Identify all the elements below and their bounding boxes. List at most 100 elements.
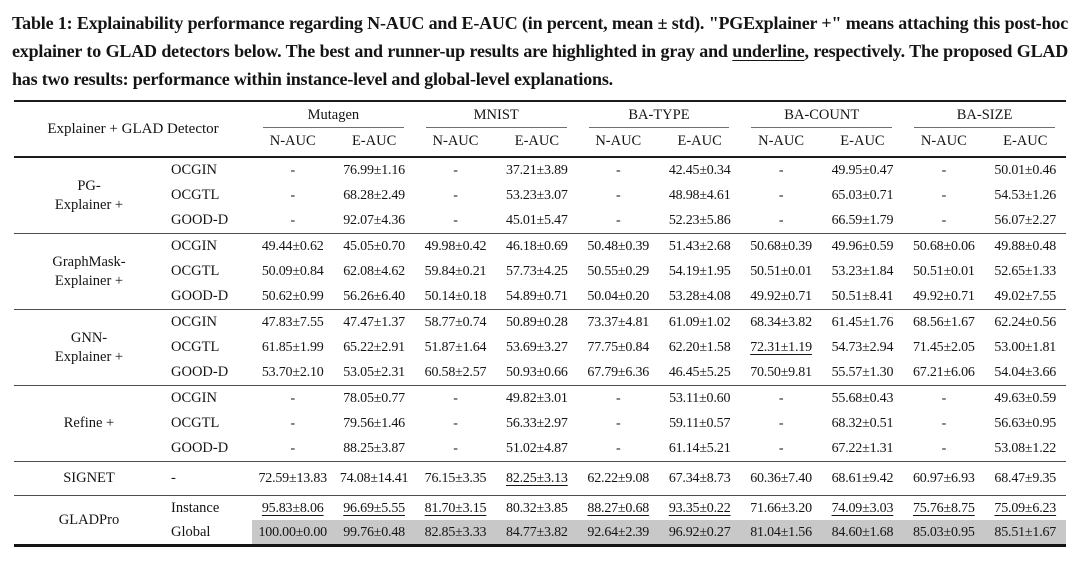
- detector-cell: Global: [171, 523, 211, 540]
- value-cell: 50.51±0.01: [912, 264, 975, 279]
- value-cell: 54.04±3.66: [994, 365, 1057, 380]
- table-caption: Table 1: Explainability performance rega…: [12, 9, 1068, 93]
- value-cell: 54.89±0.71: [506, 289, 568, 304]
- value-cell: 49.82±3.01: [496, 385, 578, 411]
- group-header-ba-size: BA-SIZE: [903, 101, 1066, 128]
- value-cell: -: [941, 416, 947, 431]
- value-cell: 67.34±8.73: [658, 461, 741, 496]
- value-cell: 54.19±1.95: [668, 264, 731, 279]
- value-cell: 78.05±0.77: [333, 385, 415, 411]
- value-cell: 51.43±2.68: [658, 233, 741, 259]
- value-cell: 49.88±0.48: [984, 233, 1066, 259]
- value-cell: 47.47±1.37: [333, 309, 415, 335]
- value-cell: 45.01±5.47: [506, 213, 568, 228]
- value-cell: 50.68±0.06: [903, 233, 985, 259]
- value-cell: 50.68±0.39: [740, 233, 822, 259]
- value-cell: 53.23±3.07: [506, 188, 568, 203]
- value-cell: -: [290, 188, 295, 203]
- value-cell: 61.14±5.21: [668, 441, 731, 456]
- detector-cell: GOOD-D: [171, 212, 229, 228]
- table-header: Explainer + GLAD Detector Mutagen MNIST BA-…: [14, 101, 1066, 158]
- value-cell: 50.48±0.39: [577, 233, 659, 259]
- explainer-cell: GNN- Explainer +: [14, 309, 164, 386]
- group-header-label: BA-TYPE: [588, 107, 730, 128]
- value-cell: 50.89±0.28: [496, 309, 578, 335]
- subcol-header-n-auc: N-AUC: [252, 128, 334, 158]
- value-cell: 60.58±2.57: [424, 365, 487, 380]
- value-cell: 48.98±4.61: [668, 188, 731, 203]
- results-table: Explainer + GLAD Detector Mutagen MNIST BA-…: [14, 100, 1066, 547]
- value-cell: 79.56±1.46: [343, 416, 405, 431]
- value-cell: 61.09±1.02: [658, 309, 741, 335]
- value-cell: 52.23±5.86: [668, 213, 731, 228]
- value-cell: 50.51±0.01: [750, 264, 812, 279]
- value-cell: 54.73±2.94: [831, 340, 894, 355]
- table-body: PG- Explainer + OCGIN -76.99±1.16-37.21±3.8…: [14, 157, 1066, 546]
- value-cell: 51.02±4.87: [506, 441, 568, 456]
- table-row: OCGTL - 79.56±1.46 - 56.33±2.97 - 59.11±0.57 - 6…: [14, 411, 1066, 436]
- value-cell: 72.31±1.19: [750, 340, 812, 355]
- value-cell: 84.60±1.68: [821, 520, 904, 546]
- value-cell: -: [453, 213, 458, 228]
- table-row: OCGTL 50.09±0.84 62.08±4.62 59.84±0.21 57.73…: [14, 259, 1066, 284]
- value-cell: 62.20±1.58: [668, 340, 731, 355]
- value-cell: 61.85±1.99: [261, 340, 324, 355]
- subcol-header-e-auc: E-AUC: [496, 128, 578, 158]
- value-cell: 49.98±0.42: [414, 233, 497, 259]
- value-cell: 53.28±4.08: [668, 289, 731, 304]
- caption-text-before: Table 1: Explainability performance rega…: [12, 13, 1068, 61]
- value-cell: 82.25±3.13: [496, 461, 578, 496]
- value-cell: 88.25±3.87: [343, 441, 405, 456]
- detector-cell: GOOD-D: [171, 288, 229, 304]
- value-cell: 60.36±7.40: [740, 461, 822, 496]
- value-cell: 49.95±0.47: [831, 163, 894, 178]
- table-row: OCGTL 61.85±1.99 65.22±2.91 51.87±1.64 53.69…: [14, 335, 1066, 360]
- value-cell: 88.27±0.68: [577, 495, 659, 520]
- value-cell: 62.08±4.62: [343, 264, 405, 279]
- table-row: GOOD-D - 88.25±3.87 - 51.02±4.87 - 61.14±5.21 -…: [14, 436, 1066, 462]
- value-cell: 53.23±1.84: [831, 264, 894, 279]
- value-cell: 61.45±1.76: [821, 309, 904, 335]
- table-row: SIGNET -72.59±13.83 74.08±14.41 76.15±3.35 8…: [14, 461, 1066, 496]
- group-header-label: BA-SIZE: [914, 107, 1055, 128]
- subcol-header-e-auc: E-AUC: [333, 128, 415, 158]
- value-cell: 66.59±1.79: [831, 213, 894, 228]
- value-cell: -: [778, 441, 784, 456]
- value-cell: 65.03±0.71: [831, 188, 894, 203]
- explainer-cell: Refine +: [14, 385, 164, 462]
- value-cell: 56.63±0.95: [994, 416, 1057, 431]
- value-cell: 49.63±0.59: [984, 385, 1066, 411]
- caption-underlined-word: underline: [732, 41, 805, 61]
- table-row: GLADPro Instance 95.83±8.06 96.69±5.55 81.70…: [14, 495, 1066, 546]
- value-cell: 67.79±6.36: [587, 365, 650, 380]
- caption-text-after: , respectively. The proposed GLAD has tw…: [12, 41, 1068, 89]
- value-cell: 53.00±1.81: [994, 340, 1057, 355]
- value-cell: 76.99±1.16: [343, 163, 405, 178]
- value-cell: 71.45±2.05: [912, 340, 975, 355]
- value-cell: -: [290, 163, 295, 178]
- value-cell: -: [616, 188, 621, 203]
- value-cell: 51.87±1.64: [424, 340, 487, 355]
- value-cell: -: [414, 385, 497, 411]
- value-cell: -: [778, 416, 784, 431]
- value-cell: 60.97±6.93: [903, 461, 985, 496]
- value-cell: 76.15±3.35: [414, 461, 497, 496]
- value-cell: 53.11±0.60: [658, 385, 741, 411]
- value-cell: -: [453, 188, 458, 203]
- subcol-header-n-auc: N-AUC: [414, 128, 497, 158]
- value-cell: 45.05±0.70: [333, 233, 415, 259]
- value-cell: 81.70±3.15: [414, 495, 497, 520]
- value-cell: 56.33±2.97: [506, 416, 568, 431]
- value-cell: 73.37±4.81: [577, 309, 659, 335]
- value-cell: 58.77±0.74: [414, 309, 497, 335]
- table-row: GOOD-D - 92.07±4.36 - 45.01±5.47 - 52.23±5.86 -…: [14, 208, 1066, 234]
- detector-cell: GOOD-D: [171, 440, 229, 456]
- explainer-cell: GLADPro: [14, 495, 164, 546]
- value-cell: -: [616, 441, 621, 456]
- subcol-header-e-auc: E-AUC: [821, 128, 904, 158]
- value-cell: 71.66±3.20: [740, 495, 822, 520]
- detector-cell: -: [164, 461, 253, 496]
- value-cell: 50.51±8.41: [831, 289, 894, 304]
- table-row: PG- Explainer + OCGIN - 76.99±1.16 - 37.21±3.8…: [14, 157, 1066, 213]
- value-cell: 68.47±9.35: [984, 461, 1066, 496]
